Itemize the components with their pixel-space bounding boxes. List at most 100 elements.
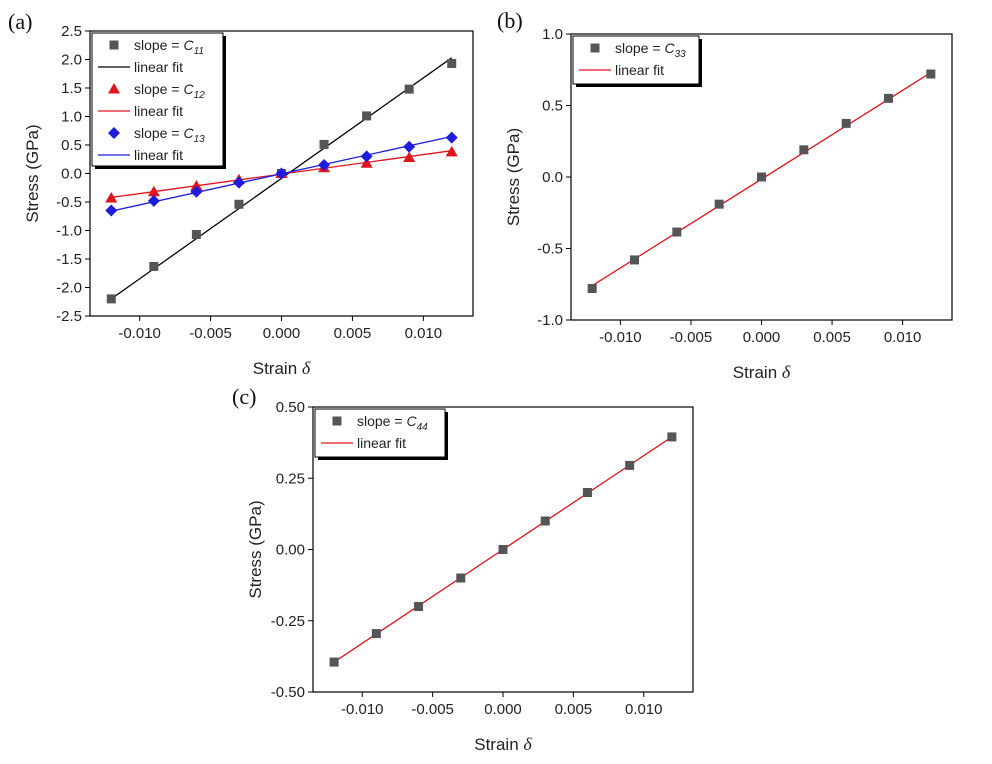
y-tick-label: 0.5 xyxy=(542,98,563,115)
legend-label: linear fit xyxy=(134,147,183,163)
data-point xyxy=(414,602,424,611)
data-point xyxy=(191,229,201,239)
x-tick-label: -0.010 xyxy=(118,325,161,342)
x-tick-label: 0.000 xyxy=(263,325,301,342)
legend-box xyxy=(91,32,224,167)
data-point xyxy=(630,255,639,265)
y-tick-label: 1.5 xyxy=(61,80,82,97)
panel-label: (b) xyxy=(497,8,523,33)
y-tick-label: -0.5 xyxy=(56,194,82,211)
legend-label: linear fit xyxy=(615,62,664,78)
data-point xyxy=(360,150,373,163)
data-point xyxy=(105,204,118,217)
x-tick-label: -0.005 xyxy=(189,325,232,342)
data-point xyxy=(625,460,635,470)
x-tick-label: -0.010 xyxy=(599,329,642,346)
data-point xyxy=(362,111,372,121)
y-tick-label: 0.25 xyxy=(276,470,305,487)
data-point xyxy=(147,185,160,197)
data-point xyxy=(587,284,597,294)
data-point xyxy=(672,227,682,237)
y-tick-label: -0.25 xyxy=(271,613,305,630)
data-point xyxy=(498,545,508,554)
chart-panel: (a) -0.010 -0.005 0.000 0.005 0.010 -2.5 -2.0 -1… xyxy=(8,9,474,378)
y-tick-label: 0.50 xyxy=(276,399,305,416)
y-tick-label: -2.0 xyxy=(56,280,82,297)
data-point xyxy=(190,185,203,198)
legend-label: linear fit xyxy=(134,59,183,75)
data-point xyxy=(445,145,458,157)
chart-panel: (b) -0.010 -0.005 0.000 0.005 0.010 -1.0 -0.5 0.… xyxy=(497,8,953,382)
x-tick-label: -0.005 xyxy=(411,701,454,718)
data-point xyxy=(403,151,416,163)
x-tick-label: -0.005 xyxy=(670,329,713,346)
y-tick-label: -0.50 xyxy=(271,684,305,701)
y-tick-label: 0.00 xyxy=(276,542,305,559)
data-point xyxy=(360,157,373,168)
panel-label: (a) xyxy=(8,9,32,34)
x-tick-label: 0.005 xyxy=(334,325,372,342)
legend-label: slope = C33 xyxy=(615,40,686,60)
data-point xyxy=(799,145,809,155)
y-tick-label: -1.0 xyxy=(56,223,82,240)
legend-marker xyxy=(590,43,600,53)
x-axis-title: Strain δ xyxy=(733,362,791,382)
y-tick-label: 2.5 xyxy=(61,23,82,40)
data-point xyxy=(234,199,244,209)
legend-label: linear fit xyxy=(134,103,183,119)
data-point xyxy=(329,657,339,667)
data-point xyxy=(926,69,936,79)
y-tick-label: -0.5 xyxy=(537,241,563,258)
legend-label: slope = C44 xyxy=(357,413,428,433)
legend-marker xyxy=(332,416,342,426)
data-point xyxy=(105,192,118,203)
y-tick-label: 0.0 xyxy=(61,166,82,183)
data-point xyxy=(667,432,677,442)
x-tick-label: -0.010 xyxy=(341,701,384,718)
chart-panel: (c) -0.010 -0.005 0.000 0.005 0.010 -0.50 -0.25… xyxy=(232,384,694,754)
data-point xyxy=(456,573,466,583)
legend-marker xyxy=(108,83,120,94)
data-point xyxy=(757,172,766,182)
y-tick-label: -2.5 xyxy=(56,308,82,325)
data-point xyxy=(540,516,550,526)
x-tick-label: 0.010 xyxy=(625,701,663,718)
x-tick-label: 0.010 xyxy=(884,329,922,346)
y-tick-label: 2.0 xyxy=(61,52,82,69)
x-tick-label: 0.005 xyxy=(555,701,593,718)
y-axis-title: Stress (GPa) xyxy=(23,124,42,222)
legend-label: slope = C12 xyxy=(134,81,205,101)
x-axis-title: Strain δ xyxy=(474,734,532,754)
panel-label: (c) xyxy=(232,384,256,409)
y-tick-label: -1.5 xyxy=(56,251,82,268)
data-point xyxy=(106,294,116,304)
data-point xyxy=(149,261,159,271)
legend-marker xyxy=(109,40,119,50)
data-point xyxy=(319,139,329,149)
data-point xyxy=(190,180,203,191)
y-tick-label: 1.0 xyxy=(61,109,82,126)
data-point xyxy=(232,176,245,189)
x-tick-label: 0.010 xyxy=(405,325,443,342)
data-point xyxy=(445,131,458,144)
data-point xyxy=(147,194,160,207)
legend-label: slope = C13 xyxy=(134,125,205,145)
data-point xyxy=(275,167,288,180)
data-point xyxy=(404,84,414,94)
data-point xyxy=(403,140,416,153)
y-tick-label: -1.0 xyxy=(537,312,563,329)
data-point xyxy=(884,93,893,103)
y-tick-label: 1.0 xyxy=(542,26,563,43)
data-point xyxy=(318,158,331,171)
legend-label: slope = C11 xyxy=(134,37,204,57)
x-tick-label: 0.000 xyxy=(743,329,781,346)
legend-marker xyxy=(108,127,120,139)
data-point xyxy=(582,488,592,497)
data-point xyxy=(447,58,457,68)
legend-label: linear fit xyxy=(357,435,406,451)
y-tick-label: 0.0 xyxy=(542,169,563,186)
data-point xyxy=(714,199,724,209)
y-axis-title: Stress (GPa) xyxy=(504,128,523,226)
x-axis-title: Strain δ xyxy=(253,358,311,378)
